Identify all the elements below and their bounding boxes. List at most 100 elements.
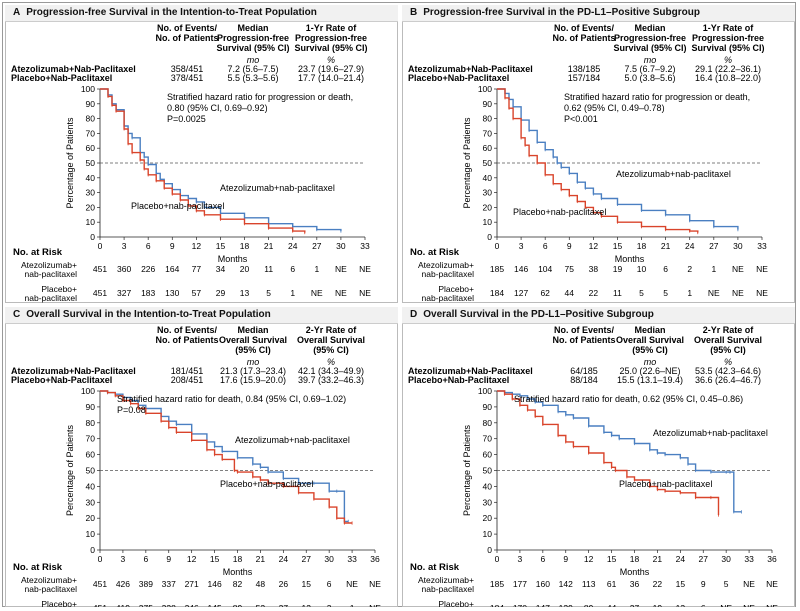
risk-value: 1	[290, 288, 295, 298]
risk-value: 451	[93, 579, 107, 589]
risk-value: NE	[346, 579, 358, 589]
panel-header: D Overall Survival in the PD-L1–Positive …	[402, 307, 795, 324]
risk-value: 22	[589, 288, 599, 298]
panel-title: Progression-free Survival in the Intenti…	[26, 7, 317, 18]
risk-value: 426	[116, 579, 130, 589]
risk-value: 328	[162, 603, 176, 607]
risk-value: 327	[117, 288, 131, 298]
panel-letter: D	[410, 309, 418, 320]
risk-value: 375	[139, 603, 153, 607]
x-tick-label: 6	[143, 554, 148, 564]
table-row-label: Placebo+Nab-Paclitaxel	[408, 375, 509, 385]
risk-value: 89	[584, 603, 594, 607]
x-tick-label: 24	[685, 241, 695, 251]
y-tick-label: 0	[487, 232, 492, 242]
y-tick-label: 80	[86, 418, 96, 428]
risk-value: 13	[676, 603, 686, 607]
panel-a: A Progression-free Survival in the Intent…	[5, 5, 398, 303]
risk-table-title: No. at Risk	[13, 562, 63, 573]
risk-value: 9	[701, 579, 706, 589]
risk-value: 15	[302, 579, 312, 589]
risk-value: NE	[756, 264, 768, 274]
x-tick-label: 27	[312, 241, 322, 251]
risk-value: 19	[653, 603, 663, 607]
x-tick-label: 3	[518, 554, 523, 564]
x-tick-label: 18	[637, 241, 647, 251]
risk-value: 6	[327, 579, 332, 589]
table-cell: 15.5 (13.1–19.4)	[617, 375, 683, 385]
risk-value: NE	[743, 603, 755, 607]
x-tick-label: 27	[302, 554, 312, 564]
table-cell: 16.4 (10.8–22.0)	[695, 73, 761, 83]
risk-value: 451	[93, 288, 107, 298]
table-cell: 5.5 (5.3–5.6)	[227, 73, 278, 83]
risk-value: 3	[327, 603, 332, 607]
risk-value: 22	[653, 579, 663, 589]
risk-row-label: Atezolizumab+ nab-paclitaxel	[418, 575, 474, 594]
risk-value: 2	[687, 264, 692, 274]
x-tick-label: 36	[370, 554, 380, 564]
table-cell: 17.6 (15.9–20.0)	[220, 375, 286, 385]
hazard-ratio-annotation: Stratified hazard ratio for death, 0.84 …	[117, 394, 346, 404]
y-tick-label: 70	[86, 128, 96, 138]
risk-value: 185	[490, 579, 504, 589]
table-unit: %	[327, 357, 335, 367]
table-header: Median Overall Survival (95% CI)	[616, 325, 684, 355]
risk-value: 62	[540, 288, 550, 298]
risk-value: 48	[256, 579, 266, 589]
table-cell: 21.3 (17.3–23.4)	[220, 366, 286, 376]
risk-value: 36	[630, 579, 640, 589]
risk-row-label: Atezolizumab+ nab-paclitaxel	[21, 260, 77, 279]
x-tick-label: 15	[613, 241, 623, 251]
risk-value: NE	[369, 579, 381, 589]
y-tick-label: 10	[483, 529, 493, 539]
panel-d: D Overall Survival in the PD-L1–Positive …	[402, 307, 795, 607]
risk-value: 75	[565, 264, 575, 274]
risk-value: NE	[766, 603, 778, 607]
risk-value: 146	[514, 264, 528, 274]
y-tick-label: 0	[90, 545, 95, 555]
y-tick-label: 70	[86, 434, 96, 444]
table-unit: mo	[644, 357, 657, 367]
risk-value: 27	[279, 603, 289, 607]
x-axis-label: Months	[218, 254, 248, 264]
table-header: Median Overall Survival (95% CI)	[219, 325, 287, 355]
risk-value: 15	[676, 579, 686, 589]
risk-value: 77	[192, 264, 202, 274]
risk-row-label: Placebo+nab-paclitaxel	[422, 284, 475, 303]
x-tick-label: 9	[166, 554, 171, 564]
panel-letter: B	[410, 7, 418, 18]
hazard-ratio-annotation: P<0.001	[564, 114, 598, 124]
x-tick-label: 12	[192, 241, 202, 251]
placebo-curve-label: Placebo+nab-paclitaxel	[220, 479, 313, 489]
panel-c: C Overall Survival in the Intention-to-Tr…	[5, 307, 398, 607]
hazard-ratio-annotation: Stratified hazard ratio for progression …	[167, 92, 353, 102]
placebo-curve	[100, 88, 306, 233]
risk-value: NE	[359, 288, 371, 298]
table-header: No. of Events/No. of Patients	[552, 325, 615, 345]
x-tick-label: 18	[240, 241, 250, 251]
x-axis-label: Months	[620, 567, 650, 577]
risk-value: NE	[359, 264, 371, 274]
hazard-ratio-annotation: Stratified hazard ratio for death, 0.62 …	[514, 394, 743, 404]
y-tick-label: 20	[86, 513, 96, 523]
risk-value: 146	[207, 579, 221, 589]
atezolizumab-curve-label: Atezolizumab+nab-paclitaxel	[653, 428, 768, 438]
risk-value: 145	[207, 603, 221, 607]
atezolizumab-curve-label: Atezolizumab+nab-paclitaxel	[220, 183, 335, 193]
risk-value: 10	[637, 264, 647, 274]
x-tick-label: 33	[744, 554, 754, 564]
panel-header: A Progression-free Survival in the Intent…	[5, 5, 398, 22]
table-header: 1-Yr Rate of Progression-free Survival (95…	[294, 23, 367, 53]
table-header: No. of Events/No. of Patients	[155, 23, 218, 43]
risk-value: 82	[233, 579, 243, 589]
risk-value: 6	[290, 264, 295, 274]
y-tick-label: 80	[86, 114, 96, 124]
risk-value: 451	[93, 603, 107, 607]
table-cell: 42.1 (34.3–49.9)	[298, 366, 364, 376]
x-tick-label: 18	[233, 554, 243, 564]
